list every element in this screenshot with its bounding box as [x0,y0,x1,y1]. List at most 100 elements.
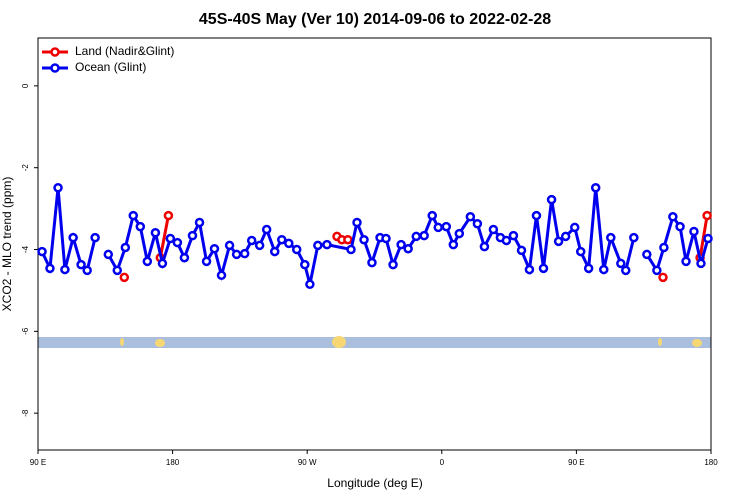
data-point [76,259,86,270]
legend-marker [50,63,60,73]
data-point [224,240,235,251]
x-tick-label: 180 [166,458,180,467]
data-point [396,239,406,250]
data-point [239,248,250,259]
y-axis-label: XCO2 - MLO trend (ppm) [0,177,14,312]
data-point [305,279,315,290]
y-tick-label: -6 [21,327,30,335]
data-point [68,232,78,243]
data-point [403,243,413,254]
data-point [343,234,353,245]
data-point [531,210,542,221]
data-point [165,233,176,244]
data-point [300,259,310,270]
data-point [291,244,302,255]
data-point [388,259,398,270]
data-point [465,212,476,222]
data-point [246,235,257,246]
data-point [411,231,421,242]
y-tick-label: -4 [21,245,30,253]
legend-marker [50,47,60,57]
data-point [128,210,139,221]
data-point [135,221,146,232]
data-point [322,239,332,250]
data-point [538,263,549,274]
data-point [37,246,47,257]
data-point [629,232,639,243]
data-point [313,240,323,251]
data-point [583,263,594,274]
data-point [488,224,499,235]
data-point [472,218,483,229]
data-point [553,236,564,247]
data-point [621,265,631,276]
y-tick-label: -2 [21,164,30,172]
data-point [448,239,459,250]
y-tick-label: -8 [21,409,30,417]
legend-label: Land (Nadir&Glint) [75,44,174,58]
data-point [606,232,616,243]
chart-title: 45S-40S May (Ver 10) 2014-09-06 to 2022-… [199,11,551,28]
data-point [254,240,265,251]
data-point [194,217,205,228]
data-point [269,246,280,257]
data-point [45,263,55,274]
data-point [599,264,609,275]
data-point [616,258,626,269]
data-point [501,235,512,246]
data-point [60,264,70,275]
data-point [675,221,685,232]
data-point [590,182,601,193]
x-tick-label: 180 [704,458,718,467]
data-point [570,222,580,233]
data-point [419,230,429,241]
data-point [120,242,131,253]
x-tick-label: 90 E [568,458,584,467]
data-point [516,245,527,256]
data-point [359,234,369,245]
data-point [82,265,92,276]
data-point [560,231,571,242]
data-point [179,252,190,263]
data-point [668,212,678,222]
data-point [346,244,356,255]
data-point [546,194,557,205]
data-point [53,182,63,193]
plot-frame [37,37,712,451]
data-point [441,221,452,232]
data-point [524,264,535,275]
data-point [201,256,212,267]
data-point [172,237,183,248]
data-point [142,256,153,267]
x-tick-label: 0 [440,458,445,467]
x-tick-label: 90 W [298,458,317,467]
data-point [112,265,123,276]
data-point [367,257,377,268]
data-point [433,222,443,233]
data-point [157,258,168,269]
y-tick-label: 0 [21,83,30,88]
data-point [150,227,161,238]
data-point [231,249,242,260]
data-point [163,210,174,221]
data-point [696,258,706,269]
data-point [659,242,669,253]
data-point [119,272,130,283]
data-point [702,210,712,221]
data-point [454,228,465,239]
data-point [681,256,691,267]
data-point [689,226,699,237]
data-point [90,232,100,243]
data-point [575,246,586,257]
data-point [479,241,490,252]
data-point [277,234,287,245]
data-point [209,243,220,254]
data-point [508,230,519,241]
data-point [703,233,713,244]
data-point [427,210,437,221]
data-point [381,233,391,244]
legend-label: Ocean (Glint) [75,60,146,74]
map-strip [38,336,711,348]
data-point [103,249,114,260]
